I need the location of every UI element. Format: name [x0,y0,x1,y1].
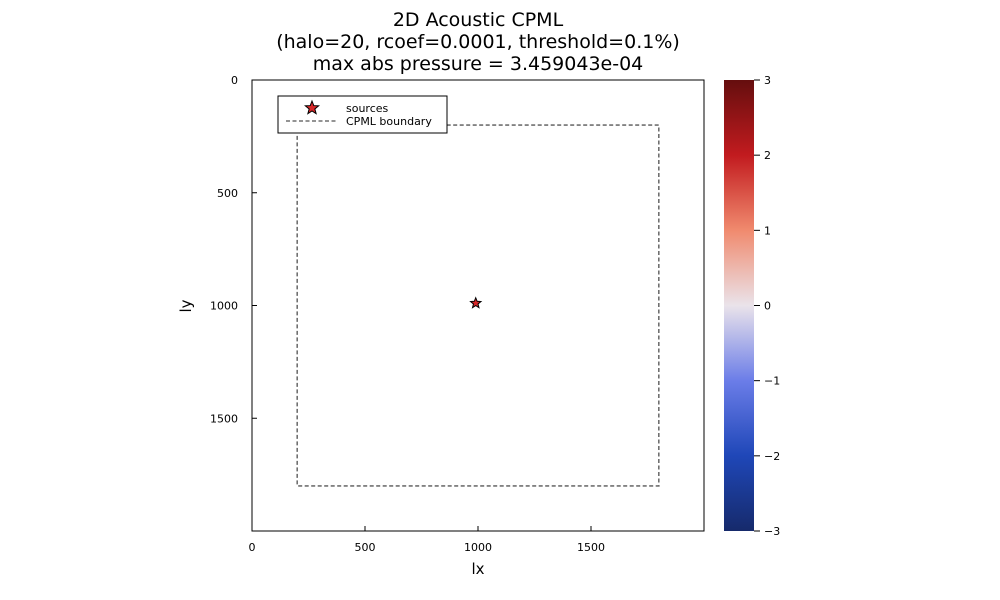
legend-box [277,95,448,134]
y-tick-label: 1500 [210,412,238,425]
sources-layer [469,296,483,309]
colorbar-tick-label: −1 [764,375,780,388]
x-tick-label: 1500 [577,541,605,554]
legend-sources-marker [304,99,320,115]
y-axis-label: ly [177,299,195,312]
legend-cpml-label: CPML boundary [346,115,432,128]
colorbar-tick-label: 1 [764,224,771,237]
colorbar-tick-label: −3 [764,525,780,538]
plot-area [251,79,705,532]
colorbar-tick-label: 2 [764,149,771,162]
x-tick-label: 1000 [464,541,492,554]
x-tick-label: 0 [249,541,256,554]
x-axis: 0 500 1000 1500 [249,526,605,554]
colorbar-tick-label: −2 [764,450,780,463]
y-tick-label: 500 [217,187,238,200]
source-marker [469,296,483,309]
title-line-2: (halo=20, rcoef=0.0001, threshold=0.1%) [276,31,680,53]
x-tick-label: 500 [355,541,376,554]
x-axis-label: lx [471,560,484,578]
colorbar-tick-label: 3 [764,74,771,87]
legend-sources-label: sources [346,102,389,115]
title-line-1: 2D Acoustic CPML [393,9,564,31]
colorbar: 3 2 1 0 −1 −2 −3 [724,74,780,538]
y-tick-label: 0 [231,74,238,87]
y-tick-label: 1000 [210,300,238,313]
cpml-boundary [296,124,660,487]
chart-title: 2D Acoustic CPML (halo=20, rcoef=0.0001,… [276,9,680,75]
colorbar-ticks: 3 2 1 0 −1 −2 −3 [754,74,780,538]
y-axis: 0 500 1000 1500 [210,74,257,425]
colorbar-gradient [724,80,754,531]
legend: sources CPML boundary [277,95,448,134]
colorbar-tick-label: 0 [764,300,771,313]
title-line-3: max abs pressure = 3.459043e-04 [313,53,644,75]
